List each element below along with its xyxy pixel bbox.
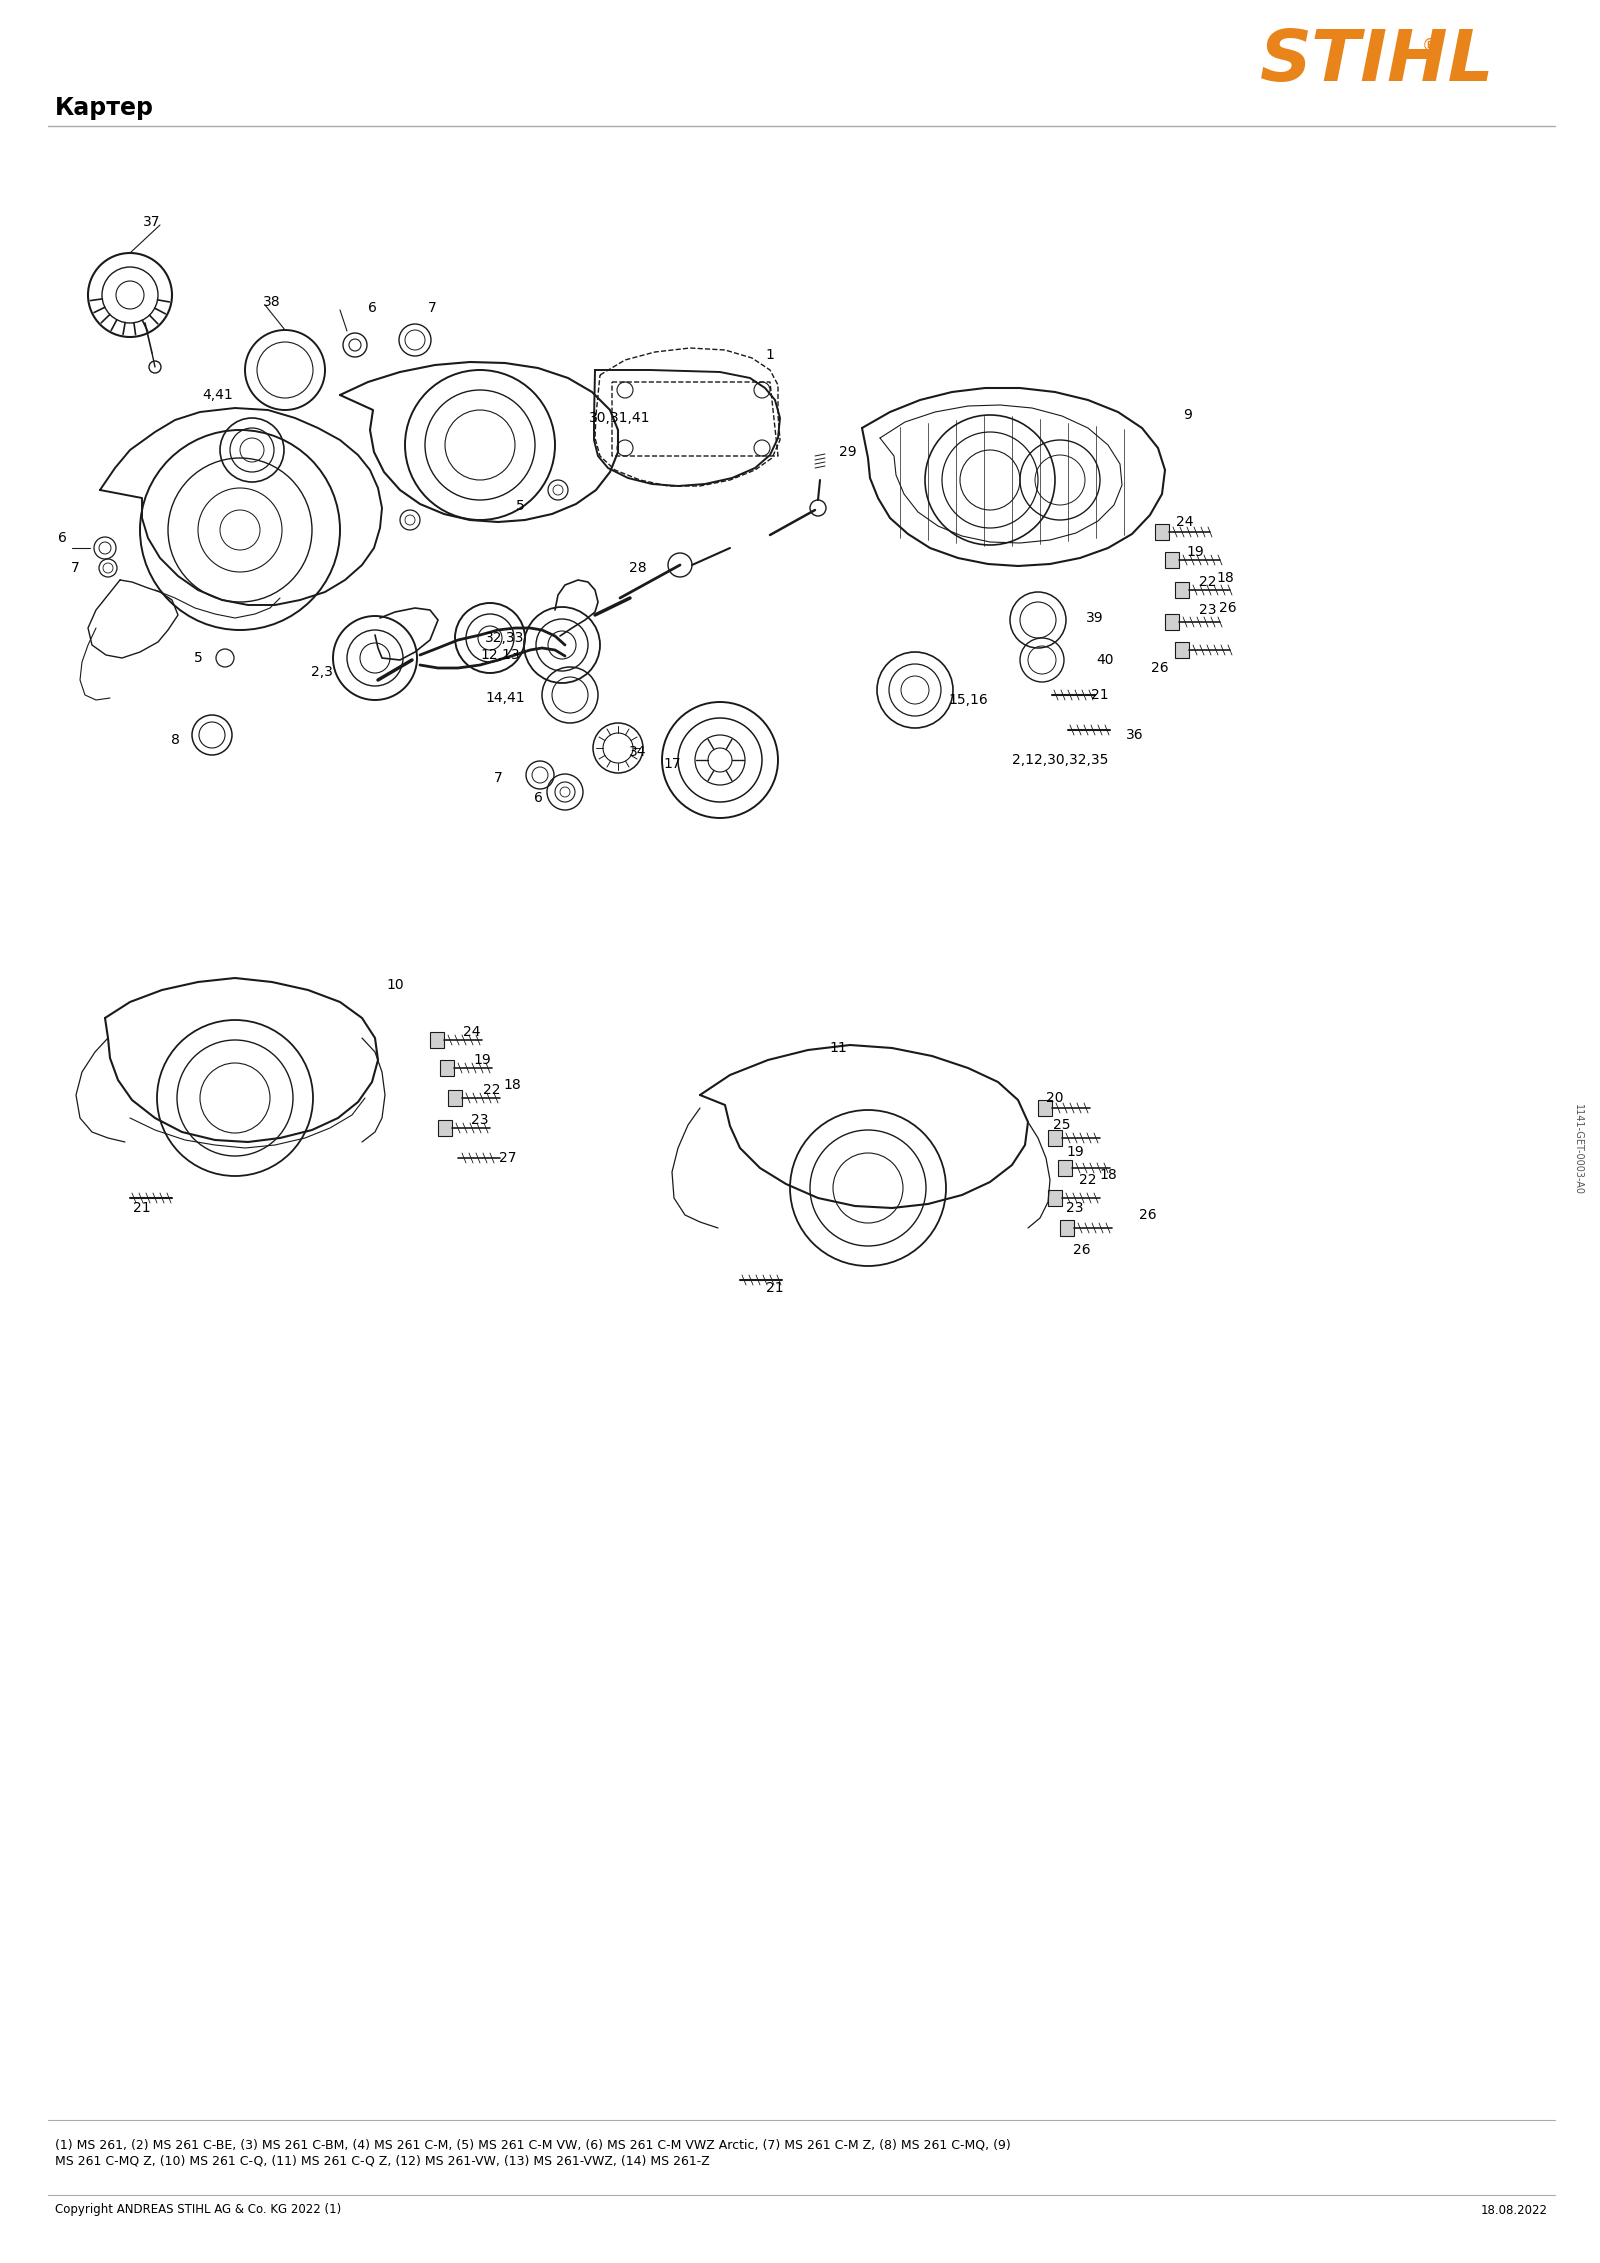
Polygon shape — [1048, 1190, 1062, 1206]
Text: 2,12,30,32,35: 2,12,30,32,35 — [1011, 754, 1109, 767]
Text: 24: 24 — [464, 1025, 480, 1039]
Polygon shape — [438, 1120, 453, 1136]
Polygon shape — [448, 1091, 462, 1107]
Text: 8: 8 — [171, 733, 179, 747]
Text: 18: 18 — [1099, 1168, 1117, 1181]
Text: 18: 18 — [502, 1077, 522, 1093]
Text: 23: 23 — [1066, 1202, 1083, 1215]
Text: 21: 21 — [133, 1202, 150, 1215]
Text: 12,13: 12,13 — [480, 647, 520, 663]
Polygon shape — [440, 1059, 454, 1075]
Text: 1141-GET-0003-A0: 1141-GET-0003-A0 — [1573, 1104, 1582, 1195]
Polygon shape — [1155, 525, 1170, 541]
Text: 25: 25 — [1053, 1118, 1070, 1132]
Text: 17: 17 — [662, 758, 682, 772]
Text: 21: 21 — [1091, 688, 1109, 702]
Text: 34: 34 — [629, 745, 646, 758]
Text: 19: 19 — [1186, 545, 1203, 559]
Text: 5: 5 — [194, 652, 202, 665]
Polygon shape — [1048, 1129, 1062, 1145]
Text: 23: 23 — [1200, 602, 1216, 618]
Text: 29: 29 — [838, 446, 858, 459]
Text: 7: 7 — [494, 772, 502, 785]
Text: 6: 6 — [533, 792, 542, 806]
Text: 36: 36 — [1126, 729, 1144, 742]
Text: 39: 39 — [1086, 611, 1104, 625]
Text: 6: 6 — [368, 301, 376, 315]
Text: Картер: Картер — [54, 95, 154, 120]
Text: 26: 26 — [1074, 1242, 1091, 1256]
Text: 4,41: 4,41 — [203, 387, 234, 403]
Text: 20: 20 — [1046, 1091, 1064, 1104]
Text: 6: 6 — [58, 532, 67, 545]
Polygon shape — [1058, 1161, 1072, 1177]
Text: 14,41: 14,41 — [485, 690, 525, 706]
Text: 37: 37 — [144, 215, 160, 229]
Text: 18.08.2022: 18.08.2022 — [1482, 2204, 1549, 2215]
Text: Copyright ANDREAS STIHL AG & Co. KG 2022 (1): Copyright ANDREAS STIHL AG & Co. KG 2022… — [54, 2204, 341, 2215]
Text: ®: ® — [1422, 36, 1438, 54]
Text: 19: 19 — [474, 1052, 491, 1066]
Text: 5: 5 — [515, 500, 525, 514]
Text: (1) MS 261, (2) MS 261 C-BE, (3) MS 261 C-BM, (4) MS 261 C-M, (5) MS 261 C-M VW,: (1) MS 261, (2) MS 261 C-BE, (3) MS 261 … — [54, 2139, 1011, 2152]
Text: 7: 7 — [70, 561, 80, 575]
Text: 38: 38 — [262, 294, 282, 310]
Text: STIHL: STIHL — [1261, 27, 1494, 97]
Text: 22: 22 — [483, 1084, 501, 1098]
Text: 26: 26 — [1139, 1208, 1157, 1222]
Text: 22: 22 — [1200, 575, 1216, 588]
Text: 23: 23 — [472, 1113, 488, 1127]
Text: 1: 1 — [765, 349, 774, 362]
Text: 19: 19 — [1066, 1145, 1083, 1159]
Text: 32,33: 32,33 — [485, 631, 525, 645]
Polygon shape — [1174, 643, 1189, 659]
Text: 9: 9 — [1184, 407, 1192, 421]
Polygon shape — [1059, 1220, 1074, 1236]
Polygon shape — [1038, 1100, 1053, 1116]
Text: 11: 11 — [829, 1041, 846, 1055]
Polygon shape — [1165, 552, 1179, 568]
Text: 18: 18 — [1216, 570, 1234, 586]
Text: 2,3: 2,3 — [310, 665, 333, 679]
Text: 30,31,41: 30,31,41 — [589, 412, 651, 425]
Text: 10: 10 — [386, 978, 403, 991]
Text: MS 261 C-MQ Z, (10) MS 261 C-Q, (11) MS 261 C-Q Z, (12) MS 261-VW, (13) MS 261-V: MS 261 C-MQ Z, (10) MS 261 C-Q, (11) MS … — [54, 2154, 710, 2168]
Text: 15,16: 15,16 — [949, 692, 987, 706]
Text: 26: 26 — [1219, 602, 1237, 616]
Text: 22: 22 — [1080, 1172, 1096, 1188]
Polygon shape — [1174, 582, 1189, 597]
Polygon shape — [1165, 613, 1179, 629]
Text: 26: 26 — [1150, 661, 1170, 674]
Polygon shape — [430, 1032, 445, 1048]
Text: 40: 40 — [1096, 654, 1114, 668]
Text: 7: 7 — [427, 301, 437, 315]
Text: 27: 27 — [499, 1152, 517, 1165]
Text: 24: 24 — [1176, 516, 1194, 530]
Text: 21: 21 — [766, 1281, 784, 1294]
Text: 28: 28 — [629, 561, 646, 575]
